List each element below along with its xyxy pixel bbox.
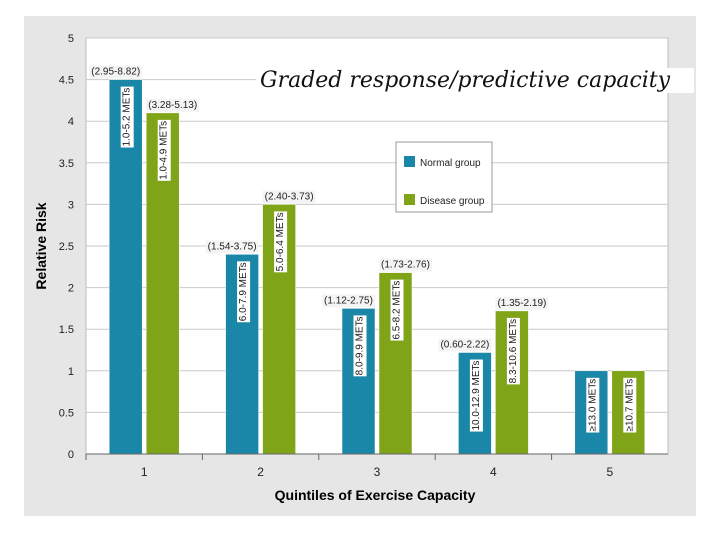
x-tick-label: 5 [606, 465, 613, 479]
bar-label-background [157, 119, 171, 181]
bar-mets-label: 6.5-8.2 METs [392, 281, 403, 340]
ci-label-background [262, 190, 316, 204]
y-tick-label: 0 [68, 449, 74, 461]
y-tick-label: 4.5 [59, 75, 74, 87]
bar-label-background [623, 377, 637, 433]
bar-label-background [506, 317, 520, 385]
bar-mets-label: 1.0-5.2 METs [122, 88, 133, 147]
y-axis-title: Relative Risk [33, 202, 49, 289]
x-tick-label: 1 [141, 465, 148, 479]
y-tick-label: 2.5 [59, 241, 74, 253]
bar-label-background [274, 211, 288, 273]
ci-label-background [205, 240, 259, 254]
ci-label: (1.73-2.76) [381, 260, 430, 271]
bar-mets-label: 8.0-9.9 METs [355, 316, 366, 375]
ci-label: (1.54-3.75) [208, 241, 257, 252]
bar-mets-label: 8.3-10.6 METs [508, 319, 519, 383]
y-tick-label: 4 [68, 116, 74, 128]
ci-label: (0.60-2.22) [440, 339, 489, 350]
x-tick-label: 2 [257, 465, 264, 479]
bar-label-background [237, 261, 251, 323]
bar-mets-label: ≥10.7 METs [624, 379, 635, 432]
bar-mets-label: 5.0-6.4 METs [275, 212, 286, 271]
ci-label-background [495, 296, 549, 310]
ci-label: (2.95-8.82) [91, 67, 140, 78]
bar-label-background [469, 359, 483, 432]
ci-label: (3.28-5.13) [148, 100, 197, 111]
ci-label-background [322, 294, 375, 308]
ci-label-background [438, 338, 492, 352]
y-tick-label: 2 [68, 283, 74, 295]
ci-label: (1.12-2.75) [324, 295, 373, 306]
legend-swatch [404, 194, 415, 205]
bar-label-background [390, 279, 404, 341]
legend-label: Normal group [420, 158, 481, 169]
bar-label-background [120, 86, 134, 148]
y-tick-label: 0.5 [59, 407, 74, 419]
bar-chart: 1.0-5.2 METs (2.95-8.82) 1.0-4.9 METs (3.28… [33, 33, 669, 503]
ci-label: (2.40-3.73) [265, 191, 314, 202]
chart-title: Graded response/predictive capacity [256, 68, 694, 93]
y-tick-label: 3.5 [59, 158, 74, 170]
y-tick-label: 3 [68, 199, 74, 211]
bar-label-background [586, 377, 600, 433]
ci-label-background [146, 98, 200, 112]
ci-label-background [89, 65, 143, 79]
bar-label-background [353, 315, 367, 377]
x-tick-label: 4 [490, 465, 497, 479]
ci-label: (1.35-2.19) [497, 298, 546, 309]
bar-mets-label: 10.0-12.9 METs [471, 360, 482, 430]
legend-swatch [404, 156, 415, 167]
y-tick-label: 1 [68, 366, 74, 378]
x-axis-title: Quintiles of Exercise Capacity [275, 487, 476, 503]
legend-label: Disease group [420, 196, 485, 207]
bar-mets-label: ≥13.0 METs [587, 379, 598, 432]
chart-panel: 1.0-5.2 METs (2.95-8.82) 1.0-4.9 METs (3.28… [24, 16, 696, 516]
bar-mets-label: 1.0-4.9 METs [159, 121, 170, 180]
y-tick-label: 1.5 [59, 324, 74, 336]
y-tick-label: 5 [68, 33, 74, 45]
bar-mets-label: 6.0-7.9 METs [238, 262, 249, 321]
ci-label-background [379, 258, 432, 272]
x-tick-label: 3 [374, 465, 381, 479]
